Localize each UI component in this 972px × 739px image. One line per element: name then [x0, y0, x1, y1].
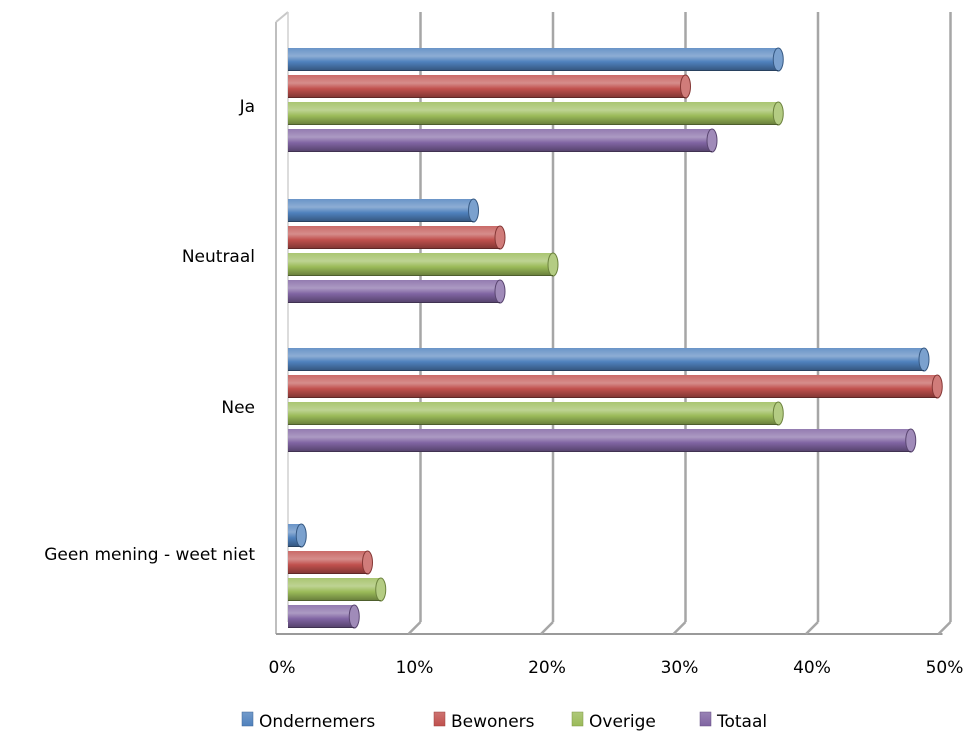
legend-label: Bewoners: [451, 712, 535, 732]
bar-cap: [931, 374, 943, 399]
category-label: Geen mening - weet niet: [44, 545, 255, 565]
x-tick-label: 50%: [926, 658, 964, 678]
bar-body: [288, 226, 500, 249]
legend-swatch: [241, 711, 254, 727]
category-label: Ja: [239, 97, 255, 117]
bar: [288, 550, 373, 575]
bar-body: [288, 102, 779, 125]
bar: [288, 577, 387, 602]
legend: Ondernemers Bewoners Overige Totaal: [241, 711, 767, 732]
bar: [288, 252, 559, 277]
bar-cap: [295, 523, 307, 548]
gridline-floor: [805, 621, 819, 635]
bar-body: [288, 129, 712, 152]
bar-body: [288, 348, 924, 371]
bar-body: [288, 429, 911, 452]
bar-cap: [680, 74, 691, 99]
bar: [288, 47, 784, 72]
legend-swatch: [699, 711, 712, 727]
category-label: Nee: [221, 398, 255, 418]
x-tick-label: 40%: [793, 658, 831, 678]
bar: [288, 74, 691, 99]
bar-cap: [468, 198, 479, 223]
x-tick-label: 10%: [396, 658, 434, 678]
bar: [288, 279, 506, 304]
bar: [288, 101, 784, 126]
bar-body: [288, 199, 474, 222]
x-tick-label: 30%: [661, 658, 699, 678]
bar: [288, 225, 506, 250]
bar-cap: [494, 279, 506, 304]
gridline-floor: [672, 621, 687, 635]
bar-body: [288, 605, 355, 628]
legend-label: Overige: [589, 712, 656, 732]
x-tick-label: 20%: [528, 658, 566, 678]
legend-label: Ondernemers: [259, 712, 375, 732]
bar-cap: [375, 577, 387, 602]
bar-body: [288, 280, 500, 303]
left-wall-top: [275, 11, 289, 23]
category-label: Neutraal: [182, 247, 255, 267]
bar-cap: [905, 428, 917, 453]
legend-item: Totaal: [699, 711, 767, 732]
legend-label: Totaal: [716, 712, 767, 732]
bar: [288, 198, 479, 223]
gridline-floor: [937, 621, 952, 635]
bar-cap: [772, 101, 784, 126]
bar-body: [288, 551, 368, 574]
bar-body: [288, 402, 779, 425]
bar-cap: [362, 550, 373, 575]
legend-item: Overige: [571, 711, 656, 732]
bar: [288, 523, 307, 548]
gridline-floor: [407, 621, 422, 635]
legend-swatch: [433, 711, 446, 727]
bar-cap: [918, 347, 930, 372]
bar-cap: [348, 604, 360, 629]
bar: [288, 374, 943, 399]
bar: [288, 428, 917, 453]
legend-item: Bewoners: [433, 711, 535, 732]
bar-body: [288, 375, 938, 398]
bar-body: [288, 75, 686, 98]
bar-body: [288, 48, 779, 71]
bar-cap: [772, 401, 784, 426]
bar: [288, 347, 930, 372]
x-tick-label: 0%: [269, 658, 296, 678]
legend-item: Ondernemers: [241, 711, 375, 732]
bars: [288, 47, 943, 629]
legend-swatch: [571, 711, 584, 727]
bar-body: [288, 578, 381, 601]
gridline-floor: [540, 621, 554, 635]
bar-body: [288, 253, 553, 276]
bar: [288, 128, 718, 153]
bar: [288, 401, 784, 426]
bar-cap: [772, 47, 784, 72]
bar-cap: [547, 252, 559, 277]
bar-cap: [706, 128, 718, 153]
bar-cap: [494, 225, 506, 250]
bar: [288, 604, 360, 629]
